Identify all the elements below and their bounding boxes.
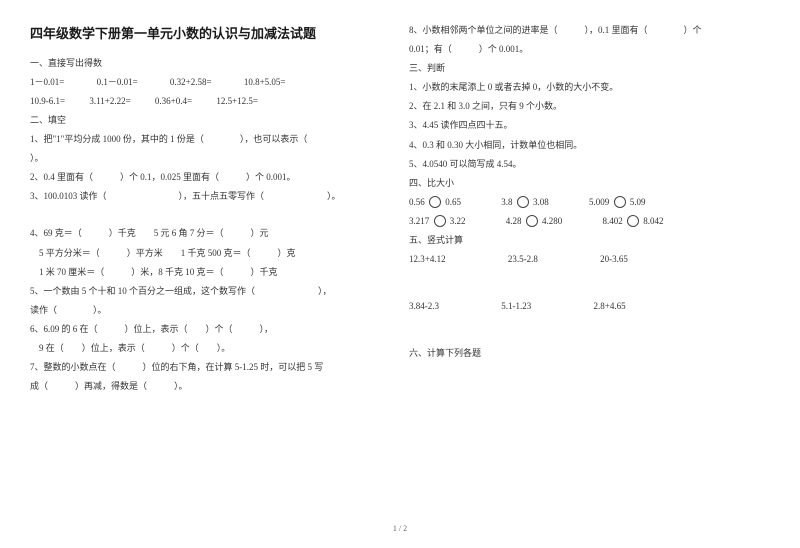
section2-header: 二、填空	[30, 112, 391, 129]
q2-5b: 读作（ ）。	[30, 302, 391, 319]
calc-row-a: 12.3+4.12 23.5-2.8 20-3.65	[409, 251, 770, 268]
j2: 2、在 2.1 和 3.0 之间，只有 9 个小数。	[409, 98, 770, 115]
cmp-r: 4.280	[542, 216, 562, 226]
q: 10.8+5.05=	[244, 77, 286, 87]
q2-8: 8、小数相邻两个单位之间的进率是（ ），0.1 里面有（ ）个	[409, 22, 770, 39]
section4-header: 四、比大小	[409, 175, 770, 192]
section5-header: 五、竖式计算	[409, 232, 770, 249]
q: 12.5+12.5=	[216, 96, 258, 106]
q2-4a: 4、69 克＝（ ）千克 5 元 6 角 7 分＝（ ）元	[30, 225, 391, 242]
section6-header: 六、计算下列各题	[409, 345, 770, 362]
q2-1b: ）。	[30, 150, 391, 167]
q: 0.1－0.01=	[97, 77, 138, 87]
calc-row-2: 10.9-6.1= 3.11+2.22= 0.36+0.4= 12.5+12.5…	[30, 93, 391, 110]
calc-row-b: 3.84-2.3 5.1-1.23 2.8+4.65	[409, 298, 770, 315]
compare-row-1: 0.56 0.65 3.8 3.08 5.009 5.09	[409, 194, 770, 211]
j5: 5、4.0540 可以简写成 4.54。	[409, 156, 770, 173]
section3-header: 三、判断	[409, 60, 770, 77]
compare-circle	[434, 215, 446, 227]
q: 10.9-6.1=	[30, 96, 65, 106]
cmp-l: 0.56	[409, 197, 425, 207]
calc-item: 5.1-1.23	[501, 298, 531, 315]
calc-item: 3.84-2.3	[409, 298, 439, 315]
q2-7: 7、整数的小数点在（ ）位的右下角，在计算 5-1.25 时，可以把 5 写	[30, 359, 391, 376]
calc-item: 12.3+4.12	[409, 251, 446, 268]
q: 0.32+2.58=	[170, 77, 212, 87]
q2-2: 2、0.4 里面有（ ）个 0.1，0.025 里面有（ ）个 0.001。	[30, 169, 391, 186]
cmp-l: 3.8	[501, 197, 512, 207]
q2-8b: 0.01；有（ ）个 0.001。	[409, 41, 770, 58]
cmp-r: 3.22	[450, 216, 466, 226]
q2-5: 5、一个数由 5 个十和 10 个百分之一组成，这个数写作（ ），	[30, 283, 391, 300]
calc-item: 23.5-2.8	[508, 251, 538, 268]
page-title: 四年级数学下册第一单元小数的认识与加减法试题	[30, 22, 391, 47]
q: 1－0.01=	[30, 77, 64, 87]
cmp-l: 3.217	[409, 216, 429, 226]
q2-1: 1、把"1"平均分成 1000 份，其中的 1 份是（ ），也可以表示（	[30, 131, 391, 148]
cmp-l: 8.402	[603, 216, 623, 226]
cmp-l: 4.28	[506, 216, 522, 226]
q2-4b: 5 平方分米＝（ ）平方米 1 千克 500 克＝（ ）克	[30, 245, 391, 262]
compare-circle	[627, 215, 639, 227]
compare-circle	[517, 196, 529, 208]
q2-6: 6、6.09 的 6 在（ ）位上，表示（ ）个（ ），	[30, 321, 391, 338]
compare-row-2: 3.217 3.22 4.28 4.280 8.402 8.042	[409, 213, 770, 230]
cmp-r: 3.08	[533, 197, 549, 207]
section1-header: 一、直接写出得数	[30, 55, 391, 72]
cmp-r: 8.042	[643, 216, 663, 226]
calc-row-1: 1－0.01= 0.1－0.01= 0.32+2.58= 10.8+5.05=	[30, 74, 391, 91]
compare-circle	[526, 215, 538, 227]
calc-item: 20-3.65	[600, 251, 628, 268]
q2-6b: 9 在（ ）位上，表示（ ）个（ ）。	[30, 340, 391, 357]
j4: 4、0.3 和 0.30 大小相同，计数单位也相同。	[409, 137, 770, 154]
compare-circle	[614, 196, 626, 208]
q2-7b: 成（ ）再减，得数是（ ）。	[30, 378, 391, 395]
q: 3.11+2.22=	[89, 96, 130, 106]
cmp-r: 5.09	[630, 197, 646, 207]
cmp-l: 5.009	[589, 197, 609, 207]
j1: 1、小数的末尾添上 0 或者去掉 0，小数的大小不变。	[409, 79, 770, 96]
page-number: 1 / 2	[0, 521, 800, 536]
compare-circle	[429, 196, 441, 208]
q: 0.36+0.4=	[155, 96, 192, 106]
q2-3: 3、100.0103 读作（ ），五十点五零写作（ ）。	[30, 188, 391, 205]
calc-item: 2.8+4.65	[594, 298, 626, 315]
j3: 3、4.45 读作四点四十五。	[409, 117, 770, 134]
cmp-r: 0.65	[445, 197, 461, 207]
q2-4c: 1 米 70 厘米＝（ ）米，8 千克 10 克＝（ ）千克	[30, 264, 391, 281]
